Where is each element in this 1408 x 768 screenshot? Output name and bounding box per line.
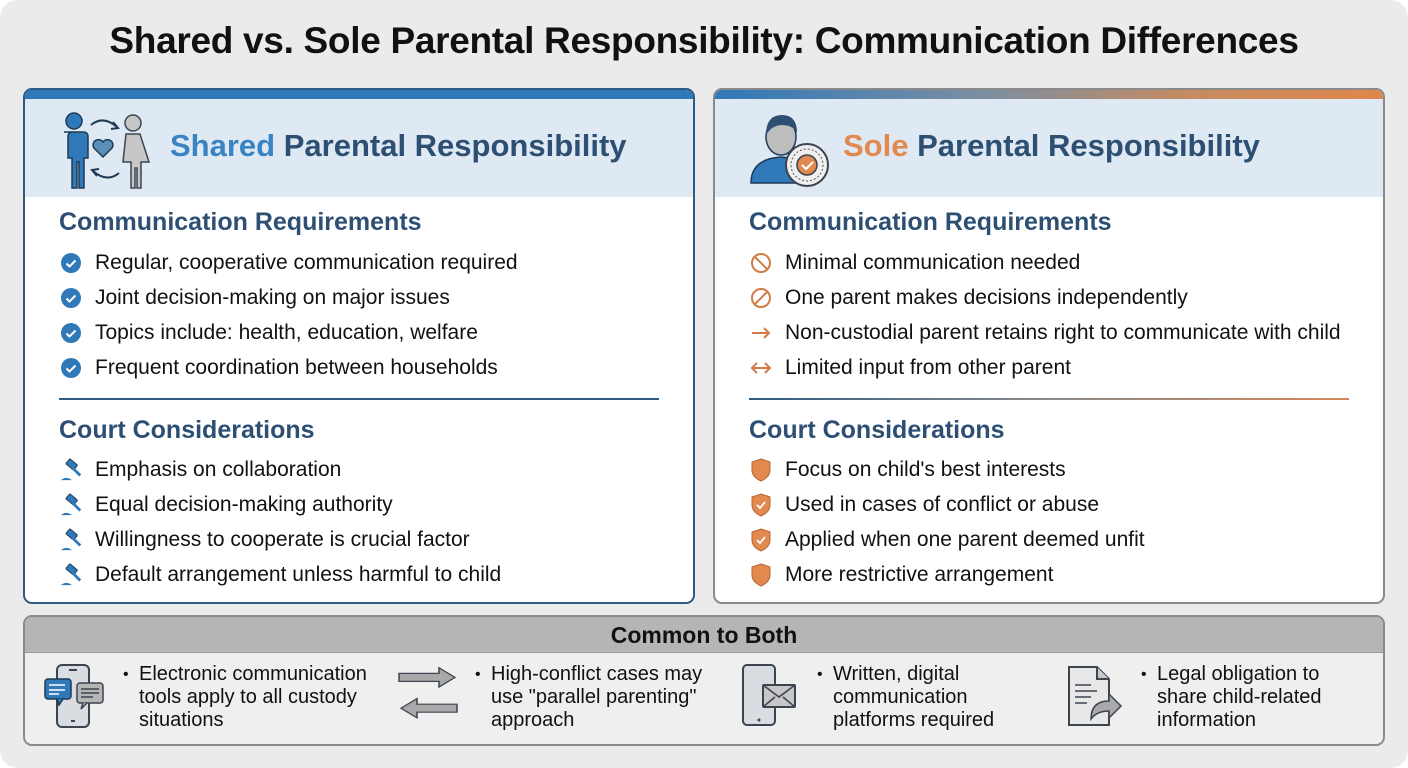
common-item: Written, digital communication platforms… bbox=[737, 663, 994, 732]
common-to-both-panel: Common to Both Electronic communication … bbox=[23, 615, 1385, 746]
court-considerations-heading: Court Considerations bbox=[59, 416, 315, 444]
panel-title: Sole Parental Responsibility bbox=[843, 128, 1260, 163]
common-item: High-conflict cases may use "parallel pa… bbox=[395, 663, 702, 732]
list-item: Emphasis on collaboration bbox=[59, 452, 501, 487]
list-item: Minimal communication needed bbox=[749, 245, 1341, 280]
check-circle-icon bbox=[59, 356, 83, 380]
court-considerations-list: Focus on child's best interests Used in … bbox=[749, 452, 1145, 592]
panel-header: Shared Parental Responsibility bbox=[25, 99, 693, 197]
list-item: Topics include: health, education, welfa… bbox=[59, 315, 518, 350]
communication-requirements-heading: Communication Requirements bbox=[749, 208, 1112, 236]
exchange-arrows-icon bbox=[398, 666, 458, 720]
prohibited-icon bbox=[749, 286, 773, 310]
communication-requirements-list: Minimal communication needed One parent … bbox=[749, 245, 1341, 385]
document-share-icon bbox=[1068, 666, 1123, 726]
panel-accent-bar bbox=[25, 90, 693, 99]
check-circle-icon bbox=[59, 251, 83, 275]
list-item: Joint decision-making on major issues bbox=[59, 280, 518, 315]
common-heading: Common to Both bbox=[25, 617, 1383, 653]
list-item: Frequent coordination between households bbox=[59, 350, 518, 385]
shared-responsibility-panel: Shared Parental Responsibility Communica… bbox=[23, 88, 695, 604]
list-item: Used in cases of conflict or abuse bbox=[749, 487, 1145, 522]
common-item-text: Written, digital communication platforms… bbox=[817, 663, 994, 732]
no-entry-icon bbox=[749, 251, 773, 275]
two-parents-heart-icon bbox=[64, 112, 151, 189]
list-item: Regular, cooperative communication requi… bbox=[59, 245, 518, 280]
common-item-text: High-conflict cases may use "parallel pa… bbox=[475, 663, 702, 732]
common-item: Legal obligation to share child-related … bbox=[1061, 663, 1322, 732]
section-divider bbox=[749, 398, 1349, 400]
court-considerations-heading: Court Considerations bbox=[749, 416, 1005, 444]
communication-requirements-list: Regular, cooperative communication requi… bbox=[59, 245, 518, 385]
list-item: One parent makes decisions independently bbox=[749, 280, 1341, 315]
check-circle-icon bbox=[59, 286, 83, 310]
sole-responsibility-panel: Sole Parental Responsibility Communicati… bbox=[713, 88, 1385, 604]
gavel-icon bbox=[59, 528, 83, 552]
list-item: Focus on child's best interests bbox=[749, 452, 1145, 487]
gavel-icon bbox=[59, 458, 83, 482]
common-item: Electronic communication tools apply to … bbox=[43, 663, 367, 732]
communication-requirements-heading: Communication Requirements bbox=[59, 208, 422, 236]
shield-icon bbox=[749, 562, 773, 587]
section-divider bbox=[59, 398, 659, 400]
list-item: Non-custodial parent retains right to co… bbox=[749, 315, 1341, 350]
common-item-text: Legal obligation to share child-related … bbox=[1141, 663, 1322, 732]
list-item: Willingness to cooperate is crucial fact… bbox=[59, 522, 501, 557]
parent-with-seal-icon bbox=[750, 115, 829, 187]
gavel-icon bbox=[59, 563, 83, 587]
panel-header: Sole Parental Responsibility bbox=[715, 99, 1383, 197]
list-item: Limited input from other parent bbox=[749, 350, 1341, 385]
shield-check-icon bbox=[749, 492, 773, 517]
list-item: Default arrangement unless harmful to ch… bbox=[59, 557, 501, 592]
list-item: Equal decision-making authority bbox=[59, 487, 501, 522]
arrow-right-icon bbox=[749, 321, 773, 345]
arrow-left-right-icon bbox=[749, 356, 773, 380]
panel-accent-bar bbox=[715, 90, 1383, 99]
shield-icon bbox=[749, 457, 773, 482]
shield-check-icon bbox=[749, 527, 773, 552]
common-item-text: Electronic communication tools apply to … bbox=[123, 663, 367, 732]
phone-chat-icon bbox=[44, 664, 104, 728]
panel-title: Shared Parental Responsibility bbox=[170, 128, 627, 163]
tablet-mail-icon bbox=[742, 664, 796, 726]
check-circle-icon bbox=[59, 321, 83, 345]
gavel-icon bbox=[59, 493, 83, 517]
list-item: More restrictive arrangement bbox=[749, 557, 1145, 592]
list-item: Applied when one parent deemed unfit bbox=[749, 522, 1145, 557]
court-considerations-list: Emphasis on collaboration Equal decision… bbox=[59, 452, 501, 592]
page-title: Shared vs. Sole Parental Responsibility:… bbox=[109, 20, 1299, 61]
